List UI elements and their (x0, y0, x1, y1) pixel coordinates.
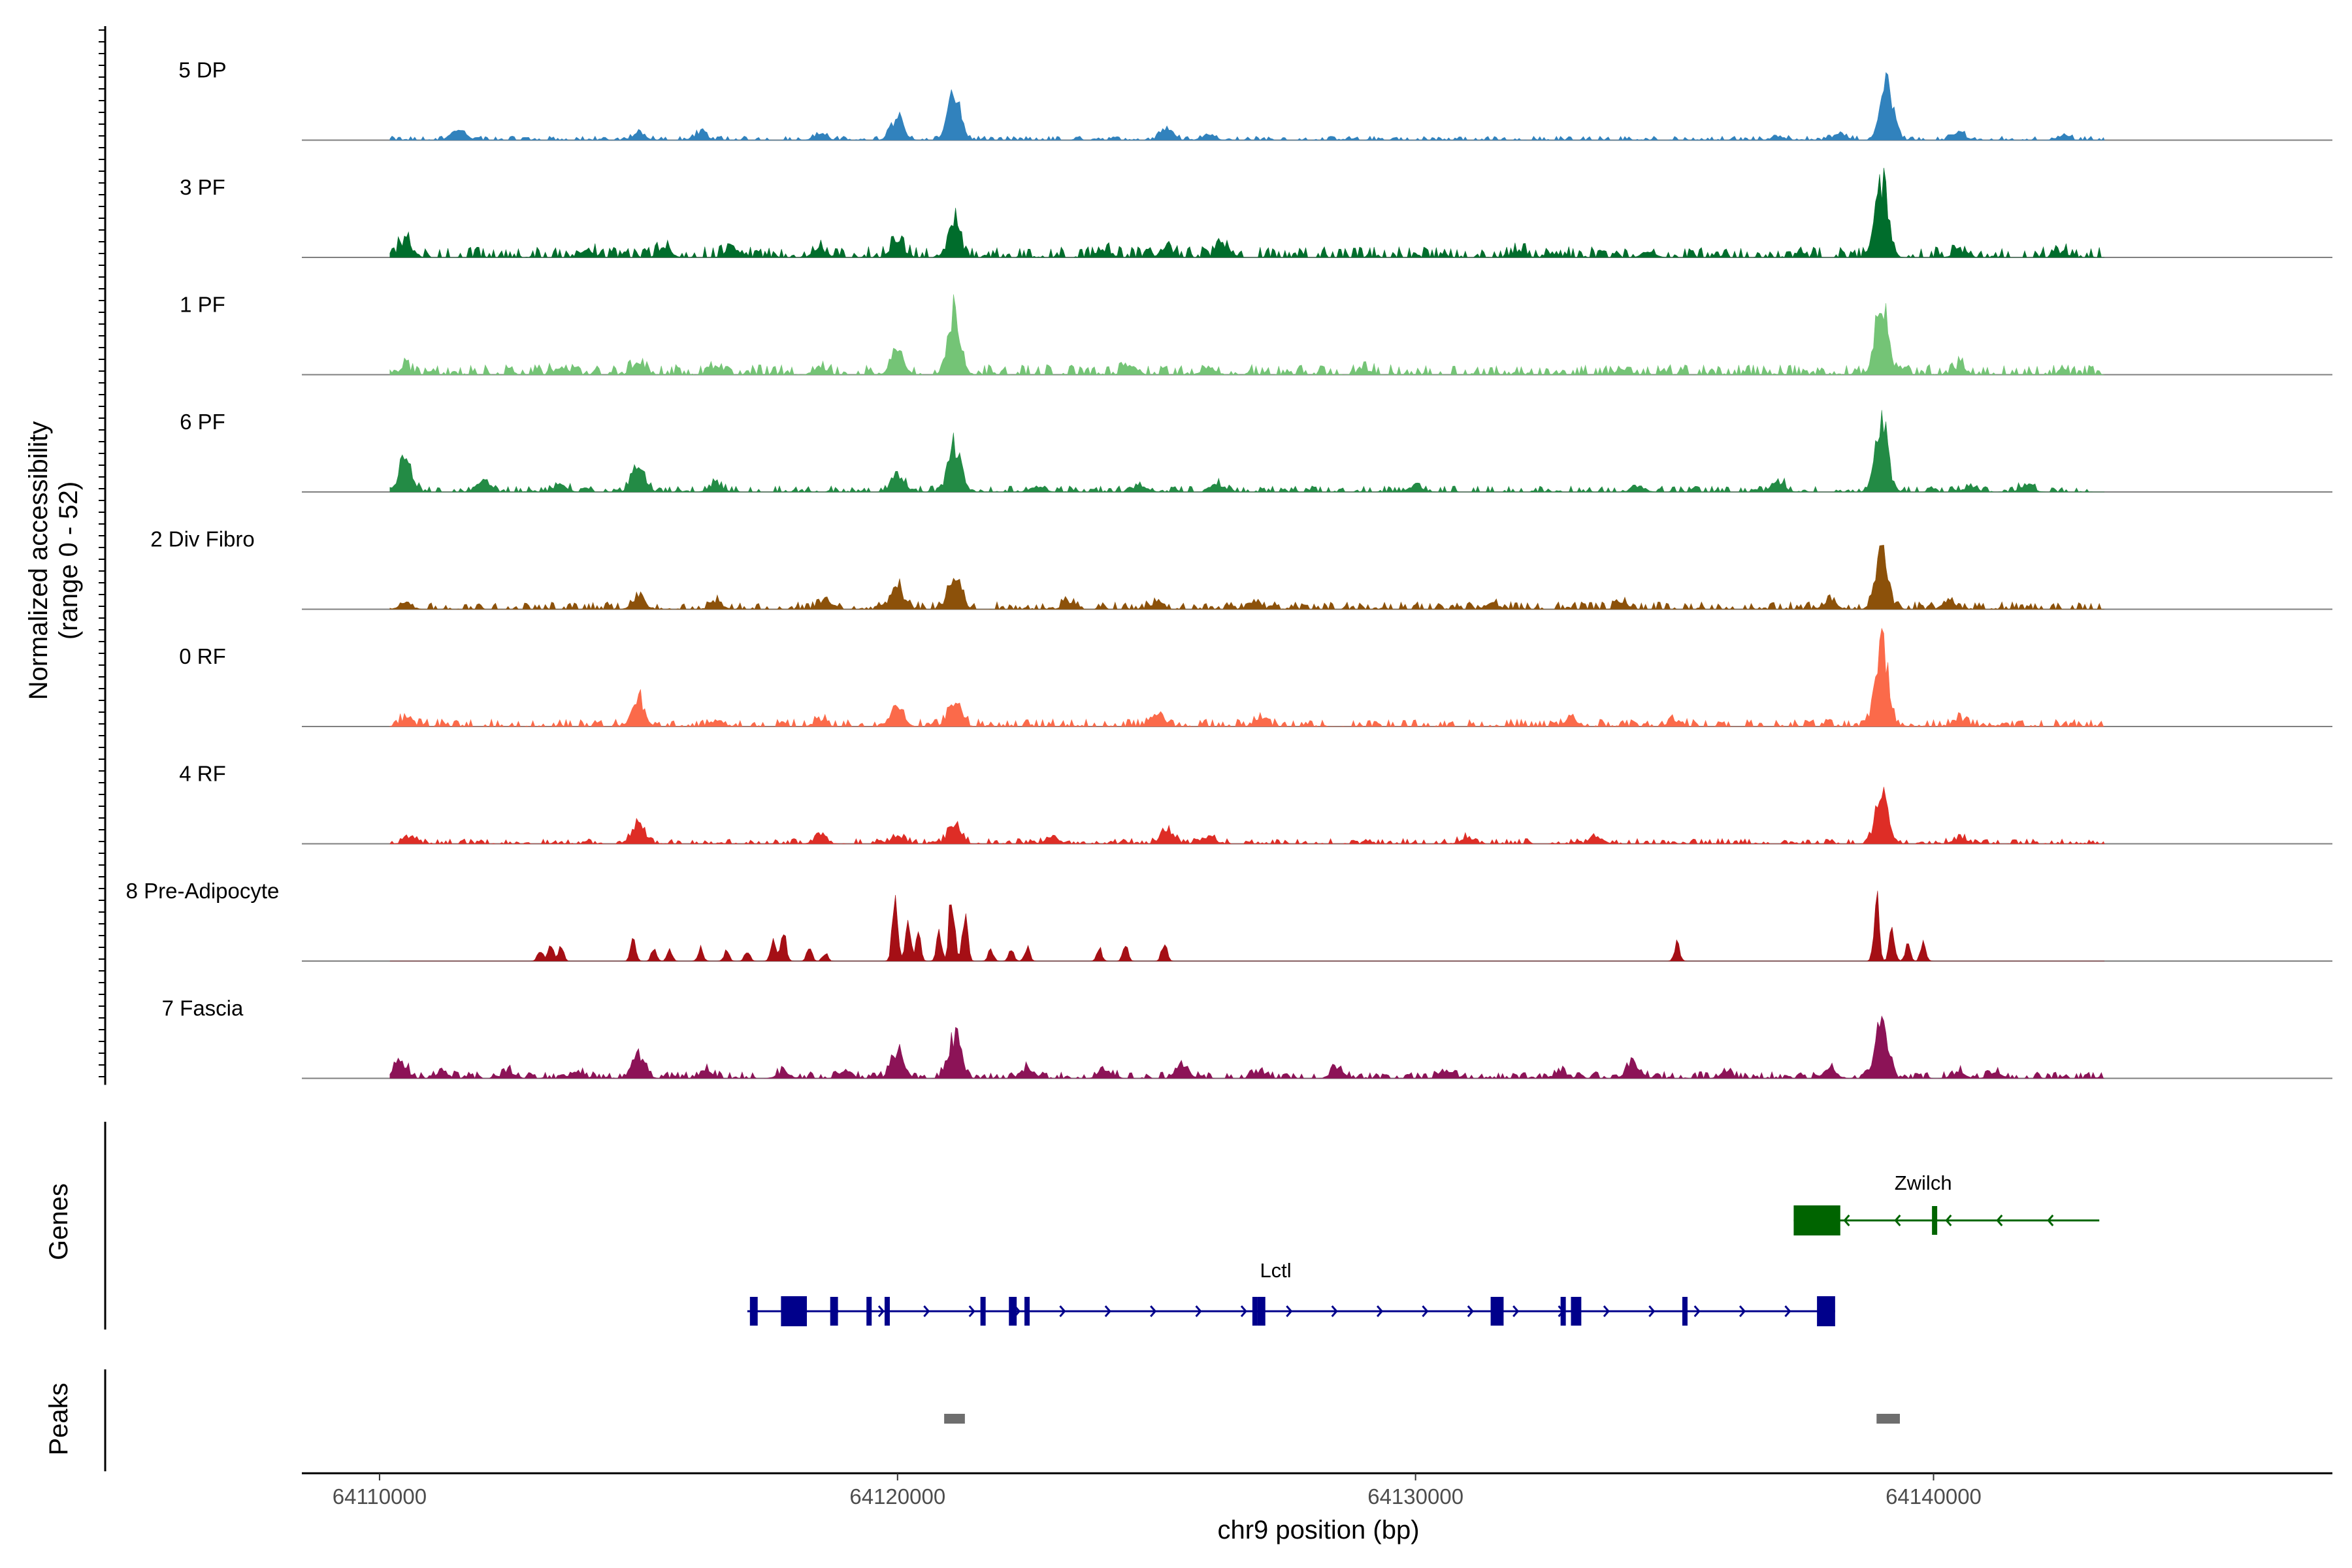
strand-arrow (1945, 1215, 1952, 1226)
coverage-area (389, 627, 2105, 728)
gene-exon (866, 1297, 872, 1326)
coverage-area (389, 294, 2105, 376)
strand-arrow (923, 1305, 930, 1317)
strand-arrow (1996, 1215, 2003, 1226)
gene-exon (1560, 1297, 1566, 1326)
track-0-rf: 0 RF (179, 627, 2332, 728)
track-label: 0 RF (179, 644, 226, 668)
gene-exon (1571, 1297, 1582, 1326)
coverage-area (389, 72, 2105, 141)
x-tick-label: 64130000 (1367, 1484, 1463, 1509)
track-label: 7 Fascia (162, 996, 244, 1021)
strand-arrow (2047, 1215, 2054, 1226)
x-tick-label: 64110000 (333, 1484, 427, 1509)
track-3-pf: 3 PF (180, 167, 2332, 259)
coverage-area (389, 167, 2105, 259)
strand-arrow (1331, 1305, 1338, 1317)
gene-exon (1682, 1297, 1688, 1326)
track-4-rf: 4 RF (179, 762, 2332, 845)
peaks-track-label: Peaks (44, 1382, 73, 1455)
gene-exon (1932, 1206, 1938, 1235)
track-label: 2 Div Fibro (150, 527, 255, 551)
gene-exon (1490, 1297, 1504, 1326)
x-axis-title: chr9 position (bp) (1217, 1516, 1419, 1544)
strand-arrow (1843, 1215, 1850, 1226)
x-tick-label: 64140000 (1886, 1484, 1982, 1509)
track-label: 8 Pre-Adipocyte (126, 879, 280, 903)
coverage-area (389, 1015, 2105, 1079)
gene-exon (1252, 1297, 1258, 1326)
strand-arrow (1376, 1305, 1384, 1317)
track-8-pre-adipocyte: 8 Pre-Adipocyte (126, 879, 2332, 962)
track-5-dp: 5 DP (178, 58, 2332, 141)
track-label: 4 RF (179, 762, 226, 786)
gene-exon (781, 1296, 808, 1326)
gene-exon (1793, 1205, 1840, 1235)
track-label: 5 DP (178, 58, 226, 82)
genes-track-label: Genes (44, 1183, 73, 1260)
strand-arrow (1603, 1305, 1610, 1317)
gene-label: Zwilch (1895, 1171, 1952, 1194)
gene-annotation-track: Zwilch Lctl (104, 1122, 2100, 1330)
gene-exon (1257, 1297, 1266, 1326)
strand-arrow (1286, 1305, 1293, 1317)
gene-zwilch: Zwilch (1793, 1171, 2100, 1235)
strand-arrow (877, 1305, 885, 1317)
strand-arrow (1422, 1305, 1429, 1317)
strand-arrow (1512, 1305, 1520, 1317)
gene-exon (1009, 1297, 1017, 1326)
x-tick-label: 64120000 (849, 1484, 945, 1509)
gene-exon (1024, 1297, 1030, 1326)
peak-region (1876, 1414, 1900, 1424)
y-axis-title: Normalized accessibility (24, 421, 53, 700)
x-axis: 64110000 64120000 64130000 64140000 (302, 1472, 2332, 1509)
strand-arrow (1467, 1305, 1474, 1317)
track-7-fascia: 7 Fascia (162, 996, 2332, 1079)
strand-arrow (1059, 1305, 1066, 1317)
peak-region (944, 1414, 965, 1424)
strand-arrow (1104, 1305, 1111, 1317)
track-2-div-fibro: 2 Div Fibro (150, 527, 2332, 610)
strand-arrow (968, 1305, 975, 1317)
strand-arrow (1195, 1305, 1202, 1317)
gene-lctl: Lctl (747, 1259, 1835, 1326)
coverage-area (389, 410, 2105, 493)
gene-exon (749, 1297, 758, 1326)
strand-arrow (1648, 1305, 1656, 1317)
gene-exon (1817, 1296, 1835, 1326)
track-label: 3 PF (180, 175, 225, 199)
gene-exon (884, 1297, 890, 1326)
strand-arrow (1693, 1305, 1701, 1317)
strand-arrow (1739, 1305, 1746, 1317)
coverage-tracks: 5 DP 3 PF 1 PF 6 PF 2 Div Fibro 0 RF 4 RF 8 Pre… (99, 26, 2332, 1085)
coverage-area (389, 890, 2105, 962)
coverage-area (389, 787, 2105, 845)
track-6-pf: 6 PF (180, 410, 2332, 493)
strand-arrow (1894, 1215, 1901, 1226)
strand-arrow (1784, 1305, 1791, 1317)
gene-exon (830, 1297, 838, 1326)
track-1-pf: 1 PF (180, 293, 2332, 376)
track-label: 6 PF (180, 410, 225, 434)
peaks-track (104, 1369, 1900, 1471)
strand-arrow (1240, 1305, 1247, 1317)
strand-arrow (1150, 1305, 1157, 1317)
y-axis-range: (range 0 - 52) (54, 482, 83, 640)
gene-label: Lctl (1260, 1259, 1291, 1282)
coverage-area (389, 544, 2105, 610)
track-label: 1 PF (180, 293, 225, 317)
gene-exon (980, 1297, 986, 1326)
